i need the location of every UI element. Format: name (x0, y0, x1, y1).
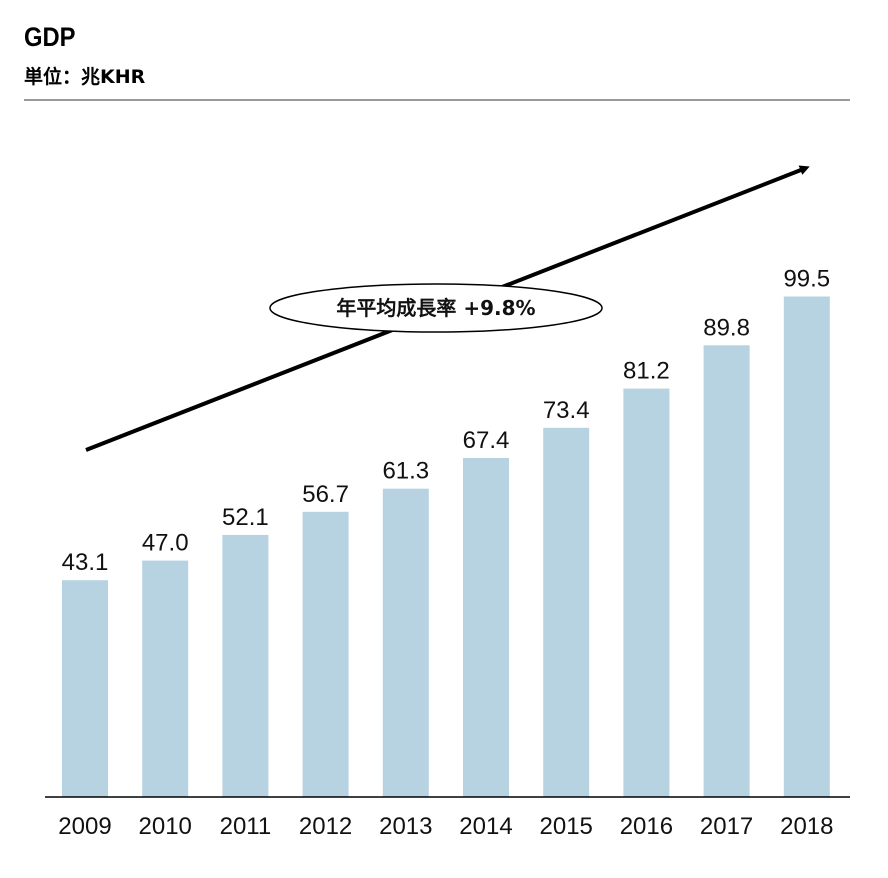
x-tick-2012: 2012 (299, 813, 352, 840)
header-divider (24, 99, 850, 101)
value-label-2011: 52.1 (222, 504, 269, 531)
value-label-2013: 61.3 (382, 458, 429, 485)
value-label-2010: 47.0 (142, 530, 189, 557)
bar-2011 (222, 534, 269, 797)
value-label-2016: 81.2 (623, 358, 670, 385)
x-tick-2016: 2016 (620, 813, 673, 840)
bar-2012 (302, 511, 349, 797)
bar-2009 (62, 580, 108, 797)
value-label-2012: 56.7 (302, 481, 349, 508)
bar-2014 (463, 458, 509, 797)
growth-rate-annotation: 年平均成長率 +9.8% (336, 296, 535, 320)
bar-2013 (382, 488, 429, 797)
bar-2016 (623, 388, 670, 797)
x-tick-2009: 2009 (58, 813, 111, 840)
chart-title: GDP (24, 22, 76, 52)
bar-2015 (543, 427, 590, 797)
x-tick-2017: 2017 (700, 813, 753, 840)
x-tick-2014: 2014 (459, 813, 512, 840)
value-label-2009: 43.1 (62, 549, 109, 576)
bar-2017 (703, 345, 750, 797)
value-label-2015: 73.4 (543, 397, 590, 424)
x-tick-2015: 2015 (540, 813, 593, 840)
bar-2010 (142, 560, 189, 797)
x-tick-2010: 2010 (139, 813, 192, 840)
annotation-ellipse (269, 283, 603, 333)
value-label-2018: 99.5 (783, 266, 830, 293)
value-label-2014: 67.4 (463, 427, 510, 454)
x-tick-2011: 2011 (220, 813, 272, 840)
chart-subtitle: 単位：兆KHR (24, 66, 146, 88)
x-tick-2013: 2013 (379, 813, 432, 840)
value-label-2017: 89.8 (703, 314, 750, 341)
x-tick-2018: 2018 (780, 813, 833, 840)
bar-2018 (783, 296, 830, 797)
